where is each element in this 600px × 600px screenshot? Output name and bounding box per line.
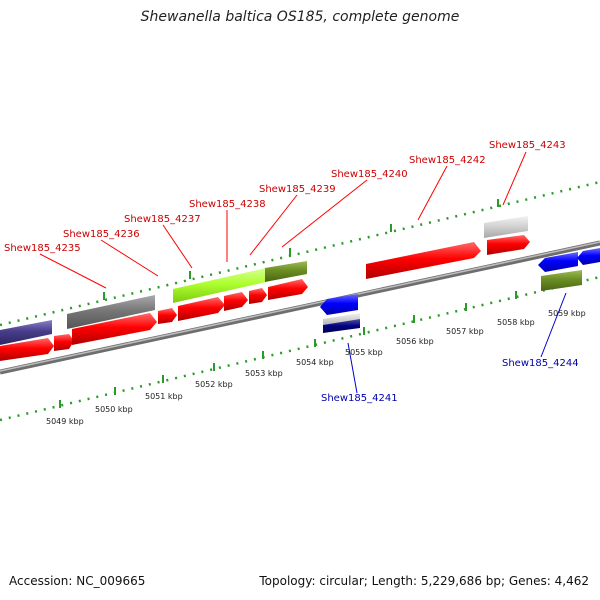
gene-arrow[interactable] [54, 334, 74, 351]
forward-genes-inner [0, 235, 530, 361]
accession-text: Accession: NC_009665 [9, 574, 146, 588]
gene-label[interactable]: Shew185_4235 [4, 243, 81, 254]
gene-arrow[interactable] [72, 313, 157, 345]
gene-arrow[interactable] [178, 297, 225, 321]
gene-box[interactable] [265, 261, 307, 282]
forward-scale [0, 180, 600, 327]
gene-label[interactable]: Shew185_4239 [259, 184, 336, 195]
gene-label[interactable]: Shew185_4240 [331, 169, 408, 180]
reverse-scale [0, 275, 600, 422]
gene-box[interactable] [67, 295, 155, 329]
gene-arrow[interactable] [366, 242, 481, 279]
gene-label[interactable]: Shew185_4242 [409, 155, 486, 166]
gene-box[interactable] [0, 320, 52, 345]
label-leader-lines [39, 151, 567, 394]
map-title: Shewanella baltica OS185, complete genom… [140, 9, 460, 25]
scale-label: 5052 kbp [195, 380, 233, 389]
scale-label: 5051 kbp [145, 392, 183, 401]
forward-genes-outer [0, 216, 528, 345]
scale-label: 5050 kbp [95, 405, 133, 414]
gene-arrow[interactable] [224, 292, 248, 311]
scale-label: 5057 kbp [446, 327, 484, 336]
gene-label[interactable]: Shew185_4241 [321, 393, 398, 404]
gene-label[interactable]: Shew185_4238 [189, 199, 266, 210]
gene-label[interactable]: Shew185_4243 [489, 140, 566, 151]
gene-arrow[interactable] [268, 279, 308, 300]
gene-box[interactable] [541, 270, 582, 291]
scale-label: 5053 kbp [245, 369, 283, 378]
gene-arrow[interactable] [487, 235, 530, 255]
gene-arrow[interactable] [577, 248, 600, 265]
gene-arrow[interactable] [320, 294, 358, 315]
scale-label: 5049 kbp [46, 417, 84, 426]
gene-arrow[interactable] [538, 252, 578, 272]
genome-backbone [0, 240, 600, 375]
gene-labels: Shew185_4235 Shew185_4236 Shew185_4237 S… [4, 140, 579, 404]
gene-label[interactable]: Shew185_4237 [124, 214, 201, 225]
gene-arrow[interactable] [0, 338, 54, 361]
genome-stats-text: Topology: circular; Length: 5,229,686 bp… [259, 574, 589, 588]
scale-labels: 5049 kbp 5050 kbp 5051 kbp 5052 kbp 5053… [46, 309, 586, 426]
gene-box[interactable] [323, 319, 360, 333]
reverse-genes [320, 248, 600, 333]
gene-box[interactable] [484, 216, 528, 238]
scale-label: 5054 kbp [296, 358, 334, 367]
gene-label[interactable]: Shew185_4236 [63, 229, 140, 240]
gene-arrow[interactable] [158, 308, 177, 324]
scale-label: 5058 kbp [497, 318, 535, 327]
gene-label[interactable]: Shew185_4244 [502, 358, 579, 369]
gene-arrow[interactable] [249, 288, 267, 304]
scale-label: 5055 kbp [345, 348, 383, 357]
scale-label: 5059 kbp [548, 309, 586, 318]
scale-label: 5056 kbp [396, 337, 434, 346]
gene-box[interactable] [173, 268, 266, 303]
